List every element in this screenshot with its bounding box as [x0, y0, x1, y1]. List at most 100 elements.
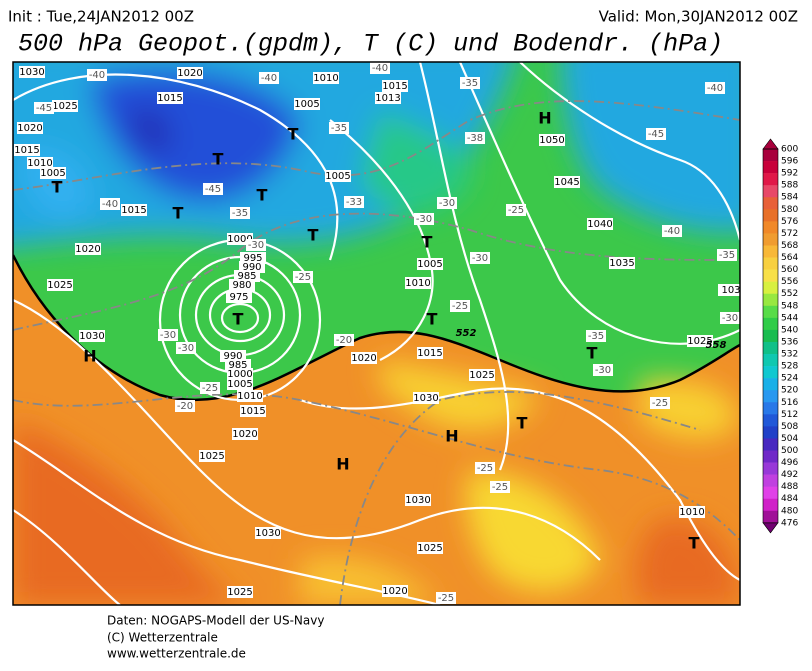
temperature-label-box — [705, 82, 725, 94]
valid-time: Valid: Mon,30JAN2012 00Z — [599, 8, 798, 26]
temperature-label-box — [465, 132, 485, 144]
colorbar-swatch — [763, 245, 778, 258]
isobar-label: 990 — [242, 262, 261, 273]
isobar-label: 1040 — [587, 219, 612, 230]
temperature-label-box — [586, 330, 606, 342]
colorbar-label: 596 — [781, 157, 798, 167]
high-pressure-marker: H — [336, 455, 349, 474]
colorbar-top-cap — [762, 138, 779, 150]
low-pressure-marker: T — [427, 310, 438, 329]
isobar-label: 995 — [243, 253, 262, 264]
colorbar-label: 496 — [781, 458, 798, 468]
isobar-label-box — [121, 204, 147, 216]
init-time: Init : Tue,24JAN2012 00Z — [8, 8, 194, 26]
temperature-label: -20 — [177, 401, 193, 412]
isobar-label-box — [27, 157, 53, 169]
isobar-label-box — [417, 258, 443, 270]
isobar-label-box — [226, 291, 252, 303]
temperature-label-box — [34, 102, 54, 114]
temperature-label: -25 — [452, 301, 468, 312]
colorbar-label: 532 — [781, 350, 798, 360]
isobar-label: 103 — [721, 285, 740, 296]
colorbar-bottom-cap — [762, 522, 779, 534]
isobar-label: 1030 — [79, 331, 104, 342]
colorbar-label: 576 — [781, 217, 798, 227]
isobar-label: 1020 — [351, 353, 376, 364]
colorbar-label: 536 — [781, 337, 798, 347]
temperature-label-box — [246, 239, 266, 251]
isobar-label-box — [382, 80, 408, 92]
isobar-label: 1025 — [199, 451, 224, 462]
colorbar-label: 504 — [781, 434, 798, 444]
isobar-label: 1005 — [40, 168, 65, 179]
colorbar-swatch — [763, 438, 778, 451]
temperature-label-box — [593, 364, 613, 376]
temperature-label-box — [158, 329, 178, 341]
temperature-label-box — [717, 249, 737, 261]
isobar-label-box — [539, 134, 565, 146]
isobar-label-box — [417, 542, 443, 554]
colorbar-label: 548 — [781, 301, 798, 311]
colorbar-swatch — [763, 341, 778, 355]
colorbar-swatch — [763, 498, 778, 512]
colorbar-swatch — [763, 209, 778, 222]
low-pressure-marker: T — [233, 310, 244, 329]
colorbar-swatch — [763, 257, 778, 270]
isobar-label: 1015 — [14, 145, 39, 156]
temperature-label-box — [259, 72, 279, 84]
isobar-label: 1050 — [539, 135, 564, 146]
isobar-label: 1000 — [227, 234, 252, 245]
temperature-label-box — [100, 198, 120, 210]
low-pressure-marker: T — [257, 186, 268, 205]
high-pressure-marker: H — [538, 109, 551, 128]
isobar-label: 1020 — [232, 429, 257, 440]
temperature-label: -35 — [719, 250, 735, 261]
temperature-label: -40 — [89, 70, 105, 81]
low-pressure-marker: T — [689, 534, 700, 553]
colorbar-label: 476 — [781, 518, 798, 528]
colorbar-swatch — [763, 329, 778, 343]
footer-line: (C) Wetterzentrale — [107, 631, 218, 645]
colorbar-swatch — [763, 486, 778, 500]
low-pressure-marker: T — [422, 233, 433, 252]
colorbar-swatch — [763, 305, 778, 319]
colorbar-swatch — [763, 450, 778, 463]
isobar-label-box — [609, 257, 635, 269]
isobar-label-box — [587, 218, 613, 230]
colorbar-label: 508 — [781, 422, 798, 432]
colorbar-swatch — [763, 354, 778, 367]
colorbar-label: 580 — [781, 205, 798, 215]
isobar-label-box — [227, 586, 253, 598]
isobar-label-box — [375, 92, 401, 104]
colorbar-swatch — [763, 402, 778, 415]
temperature-label-box — [203, 183, 223, 195]
colorbar-label: 588 — [781, 181, 798, 191]
isobar-label-box — [382, 585, 408, 597]
low-pressure-marker: T — [587, 344, 598, 363]
temperature-label-box — [470, 252, 490, 264]
isobar-label: 1010 — [313, 73, 338, 84]
temperature-label-box — [436, 592, 456, 604]
colorbar-swatch — [763, 474, 778, 487]
temperature-label-box — [87, 69, 107, 81]
isobar-label: 980 — [232, 280, 251, 291]
colorbar-swatch — [763, 281, 778, 295]
temperature-label: -25 — [477, 463, 493, 474]
isobar-label: 1013 — [375, 93, 400, 104]
temperature-label: -35 — [462, 78, 478, 89]
temperature-label-box — [414, 213, 434, 225]
isobar-label: 1025 — [47, 280, 72, 291]
isobar-label-box — [199, 450, 225, 462]
temperature-label-box — [460, 77, 480, 89]
isobar-label-box — [52, 100, 78, 112]
temperature-label-box — [437, 197, 457, 209]
temperature-label: -30 — [439, 198, 455, 209]
temperature-label-box — [230, 207, 250, 219]
temperature-label-box — [490, 481, 510, 493]
temperature-label: -45 — [36, 103, 52, 114]
colorbar-swatch — [763, 173, 778, 186]
temperature-label-box — [506, 204, 526, 216]
colorbar-swatch — [763, 317, 778, 331]
